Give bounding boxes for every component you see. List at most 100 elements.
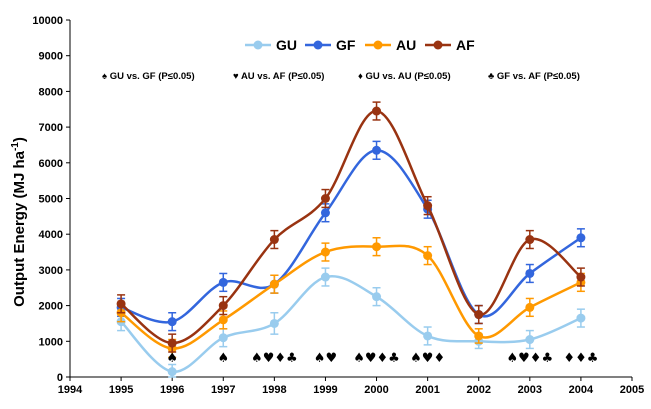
legend-label-gu: GU [276,37,297,53]
series-au [116,237,586,359]
significance-mark: ♠♥♦♣ [353,351,400,366]
legend-marker-gf [313,40,323,50]
significance-mark: ♦♦♣ [563,351,598,366]
x-tick-label: 2003 [518,384,542,396]
data-point-gf [525,268,535,278]
significance-notes: ♠ GU vs. GF (P≤0.05) ♥ AU vs. AF (P≤0.05)… [102,71,580,82]
data-point-af [116,299,126,309]
series-line-gu [120,274,582,373]
y-tick-label: 2000 [39,301,63,313]
legend: GU GF AU AF [245,37,475,53]
x-tick-label: 1997 [211,384,235,396]
note-item: ♦ GU vs. AU (P≤0.05) [358,71,451,82]
y-tick-label: 7000 [39,122,63,134]
data-point-af [167,338,177,348]
x-tick-label: 2002 [466,384,490,396]
significance-mark: ♠♥ [314,351,337,366]
legend-item-gf: GF [305,37,356,53]
legend-label-gf: GF [336,37,356,53]
data-point-gu [423,331,433,341]
y-tick-label: 8000 [39,86,63,98]
legend-marker-gu [253,40,263,50]
data-point-af [474,310,484,320]
y-tick-label: 3000 [39,265,63,277]
series-af [116,101,586,353]
legend-item-af: AF [425,37,475,53]
y-tick-label: 10000 [32,15,63,27]
y-tick-label: 9000 [39,51,63,63]
note-item: ♥ AU vs. AF (P≤0.05) [233,71,324,82]
legend-label-au: AU [396,37,416,53]
data-point-au [474,331,484,341]
note-item: ♠ GU vs. GF (P≤0.05) [102,71,195,82]
note-text: GU vs. GF (P≤0.05) [110,71,195,82]
x-tick-label: 1994 [58,384,83,396]
data-point-au [525,302,535,312]
note-symbol: ♥ [233,71,239,82]
data-point-gf [167,317,177,327]
data-point-af [576,272,586,282]
data-point-au [372,242,382,252]
significance-mark: ♠♥♦♣ [507,351,554,366]
data-point-af [372,106,382,116]
legend-label-af: AF [456,37,475,53]
x-axis: 1994 1995 1996 1997 1998 1999 2000 2001 2002 2003… [58,376,644,396]
data-point-au [218,315,228,325]
data-point-gu [372,292,382,302]
series-gf [116,140,586,332]
data-point-au [320,247,330,257]
note-symbol: ♣ [488,71,494,82]
significance-mark: ♠♥♦♣ [251,351,298,366]
data-point-af [320,194,330,203]
x-tick-label: 2004 [569,384,594,396]
y-axis: 0 1000 2000 3000 4000 5000 6000 7000 8000 9000 100… [32,15,71,384]
data-point-gu [576,313,586,323]
note-text: GF vs. AF (P≤0.05) [497,71,580,82]
y-axis-label: Output Energy (MJ ha-1) [10,137,28,307]
significance-marks: ♠ ♠ ♠♥♦♣ ♠♥ ♠♥♦♣ ♠♥♦ ♠♥♦♣ ♦♦♣ [166,351,598,366]
series-line-au [120,244,582,350]
data-point-gu [525,335,535,345]
y-tick-label: 5000 [39,194,63,206]
x-tick-label: 2005 [620,384,644,396]
x-tick-label: 1996 [160,384,184,396]
significance-mark: ♠♥♦ [410,351,445,366]
x-tick-label: 2000 [364,384,388,396]
note-text: AU vs. AF (P≤0.05) [241,71,325,82]
x-tick-label: 1998 [262,384,286,396]
data-point-au [423,251,433,261]
data-point-gf [218,277,228,287]
series-line-af [120,109,582,345]
x-tick-label: 2001 [415,384,439,396]
series-layer [116,101,586,378]
note-symbol: ♦ [358,71,363,82]
y-tick-label: 6000 [39,158,63,170]
note-item: ♣ GF vs. AF (P≤0.05) [488,71,580,82]
note-symbol: ♠ [102,71,107,82]
data-point-gf [372,145,382,155]
y-tick-label: 4000 [39,229,63,241]
data-point-gu [320,272,330,282]
data-point-gf [320,208,330,218]
data-point-af [525,235,535,245]
data-point-gf [576,233,586,243]
y-tick-label: 1000 [39,336,63,348]
legend-marker-af [433,40,443,50]
data-point-af [423,201,433,211]
note-text: GU vs. AU (P≤0.05) [366,71,451,82]
significance-mark: ♠ [217,351,229,366]
x-tick-label: 1995 [109,384,133,396]
data-point-gu [218,333,228,343]
data-point-au [269,279,279,289]
legend-item-au: AU [365,37,416,53]
y-tick-label: 0 [57,372,63,384]
data-point-gu [167,367,177,377]
significance-mark: ♠ [166,351,178,366]
series-line-gf [120,149,582,324]
legend-item-gu: GU [245,37,297,53]
data-point-af [269,235,279,245]
data-point-af [218,301,228,311]
legend-marker-au [373,40,383,50]
data-point-gu [269,318,279,328]
